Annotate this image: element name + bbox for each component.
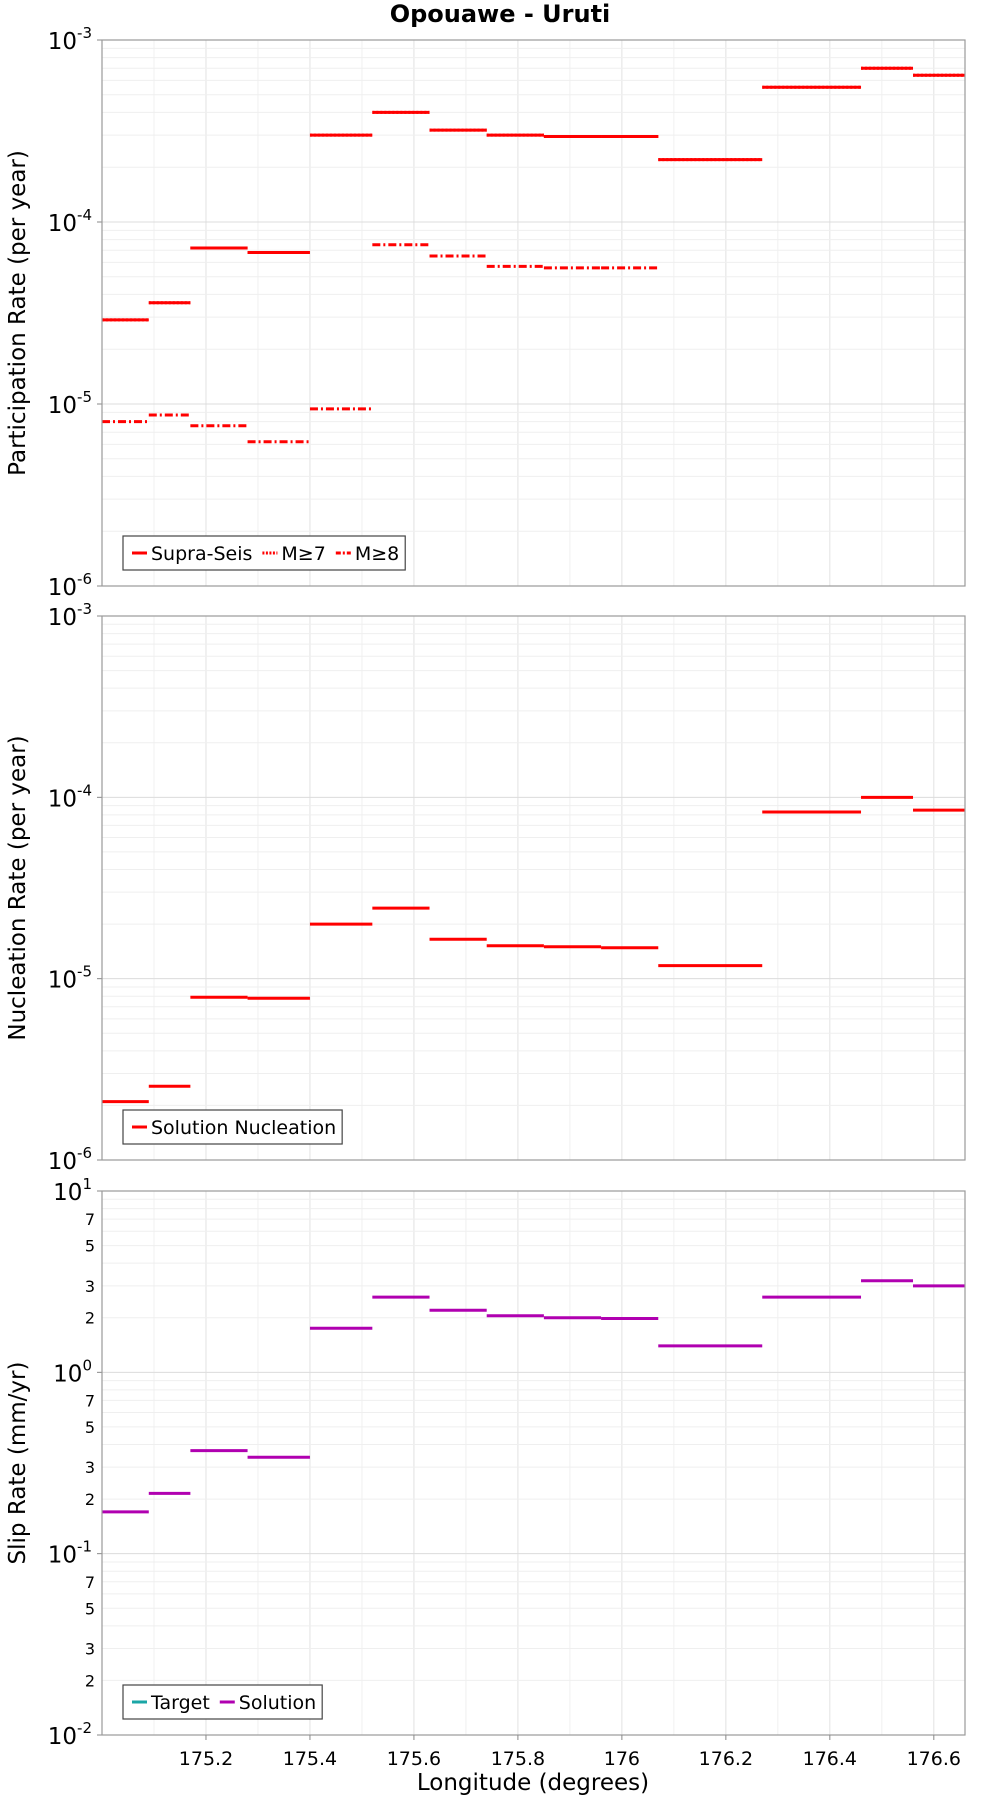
legend-box: [122, 1109, 343, 1145]
panel-nucleation: 10-6 10-5 10-4 10-3 Nucleation Rate (per yea…: [5, 600, 966, 1175]
x-tick-label: 176: [604, 1748, 640, 1770]
y-axis-label: Slip Rate (mm/yr): [5, 1362, 31, 1565]
x-tick-label: 175.6: [387, 1748, 441, 1770]
y-tick-label: 10-4: [48, 206, 92, 237]
y-minor-tick-label: 3: [85, 1458, 95, 1477]
y-tick-label: 100: [53, 1356, 92, 1387]
legend: Solution Nucleation: [122, 1109, 343, 1145]
y-minor-tick-label: 7: [85, 1573, 95, 1592]
legend-entry: M≥7: [281, 543, 325, 565]
y-tick-label: 10-3: [48, 24, 92, 55]
x-tick-label: 175.2: [179, 1748, 233, 1770]
x-tick-label: 175.4: [283, 1748, 337, 1770]
y-minor-tick-label: 3: [85, 1639, 95, 1658]
x-tick-label: 176.6: [907, 1748, 961, 1770]
y-tick-label: 10-2: [48, 1719, 92, 1750]
x-axis-label: Longitude (degrees): [417, 1770, 649, 1796]
plot-area: [102, 40, 965, 586]
plot-frame: [101, 39, 966, 587]
legend: Target Solution: [122, 1684, 323, 1720]
y-minor-tick-label: 7: [85, 1210, 95, 1229]
legend-entry: Supra-Seis: [151, 543, 252, 565]
x-tick-label: 176.4: [803, 1748, 857, 1770]
y-axis-label: Nucleation Rate (per year): [5, 735, 31, 1040]
y-minor-tick-label: 5: [85, 1418, 95, 1437]
y-tick-label: 101: [53, 1175, 92, 1206]
y-minor-tick-label: 5: [85, 1599, 95, 1618]
y-minor-tick-label: 2: [85, 1671, 95, 1690]
legend-entry: Target: [150, 1692, 210, 1714]
y-tick-label: 10-5: [48, 388, 92, 419]
y-tick-label: 10-5: [48, 963, 92, 994]
x-tick-label: 176.2: [699, 1748, 753, 1770]
panel-slip: 10-2 10-1 100 101 2 3 5 7 2 3 5 7 2 3 5 7 Slip Rate (mm/…: [5, 1175, 966, 1750]
legend: Supra-Seis M≥7 M≥8: [122, 535, 406, 571]
y-minor-tick-label: 5: [85, 1237, 95, 1256]
y-tick-label: 10-4: [48, 781, 92, 812]
x-tick-label: 175.8: [491, 1748, 545, 1770]
legend-entry: Solution: [239, 1692, 316, 1714]
chart-title: Opouawe - Uruti: [390, 0, 611, 28]
y-minor-tick-label: 2: [85, 1490, 95, 1509]
chart-panels: 10-6 10-5 10-4 10-3 Participation Rate (per …: [5, 24, 966, 1770]
y-tick-label: 10-6: [48, 570, 92, 601]
y-tick-label: 10-6: [48, 1144, 92, 1175]
legend-entry: M≥8: [355, 543, 399, 565]
plot-area: [102, 1191, 965, 1735]
plot-frame: [101, 615, 966, 1161]
y-tick-label: 10-3: [48, 600, 92, 631]
y-axis-label: Participation Rate (per year): [5, 150, 31, 476]
y-minor-tick-label: 3: [85, 1277, 95, 1296]
y-tick-label: 10-1: [48, 1538, 92, 1569]
plot-frame: [101, 1190, 966, 1736]
panel-participation: 10-6 10-5 10-4 10-3 Participation Rate (per …: [5, 24, 966, 601]
y-minor-tick-label: 2: [85, 1309, 95, 1328]
legend-entry: Solution Nucleation: [151, 1117, 336, 1139]
y-minor-tick-label: 7: [85, 1391, 95, 1410]
plot-area: [102, 616, 965, 1160]
